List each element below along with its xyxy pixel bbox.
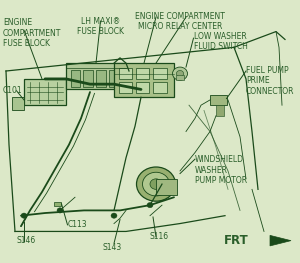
Bar [96,70,106,87]
Polygon shape [66,63,126,89]
Circle shape [142,172,170,196]
Bar [210,95,226,105]
Bar [136,68,149,79]
Bar [176,75,184,80]
Bar [153,68,167,79]
Text: LH MAXI®
FUSE BLOCK: LH MAXI® FUSE BLOCK [77,17,124,37]
Text: FUEL PUMP
PRIME
CONNECTOR: FUEL PUMP PRIME CONNECTOR [246,66,295,95]
Text: C113: C113 [68,220,87,229]
Text: ENGINE COMPARTMENT
MICRO RELAY CENTER: ENGINE COMPARTMENT MICRO RELAY CENTER [135,12,225,31]
Circle shape [150,179,162,189]
Bar [70,70,80,87]
Bar [109,70,119,87]
Text: ENGINE
COMPARTMENT
FUSE BLOCK: ENGINE COMPARTMENT FUSE BLOCK [3,18,61,48]
Text: S146: S146 [16,236,36,245]
Circle shape [111,213,117,218]
Text: FRT: FRT [224,234,248,247]
Circle shape [57,208,63,213]
Polygon shape [270,235,291,246]
Bar [118,68,132,79]
Circle shape [176,70,184,77]
Bar [83,70,93,87]
Bar [216,105,224,116]
Bar [118,82,132,93]
Text: LOW WASHER
FLUID SWITCH: LOW WASHER FLUID SWITCH [194,32,247,51]
Text: WINDSHIELD
WASHER
PUMP MOTOR: WINDSHIELD WASHER PUMP MOTOR [195,155,247,185]
Bar [153,82,167,93]
Text: S116: S116 [150,232,169,241]
Bar [136,82,149,93]
Text: S143: S143 [103,243,122,252]
Circle shape [21,213,27,218]
Bar [12,97,24,110]
Circle shape [172,67,188,80]
Polygon shape [24,79,66,105]
Circle shape [136,167,176,201]
Text: C101: C101 [3,86,22,95]
Circle shape [147,203,153,208]
Polygon shape [114,63,174,97]
Bar [54,202,61,206]
Bar [156,179,177,195]
